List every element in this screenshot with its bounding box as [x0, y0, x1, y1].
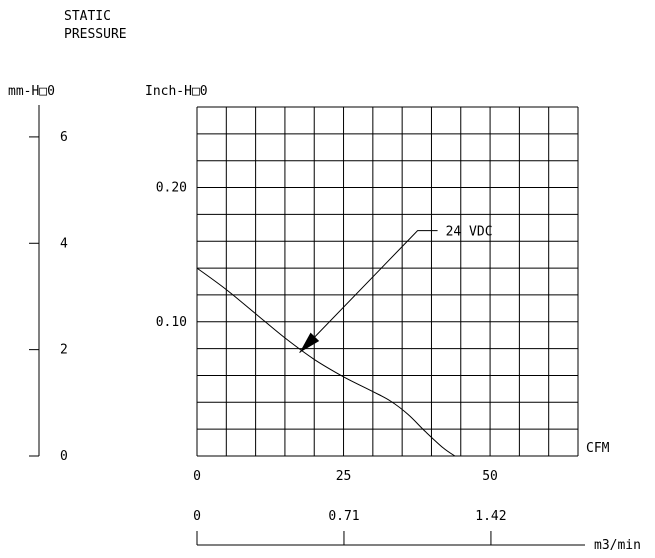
x-tick-label: 25	[336, 469, 352, 484]
left-axis-tick-label: 6	[60, 130, 68, 145]
chart-title: STATIC PRESSURE	[64, 9, 127, 42]
left-axis-tick-label: 0	[60, 449, 68, 464]
secondary-x-tick-label: 0	[193, 509, 201, 524]
annotation-label: 24 VDC	[446, 225, 493, 240]
plot-grid	[196, 106, 579, 457]
left-axis-tick-label: 2	[60, 343, 68, 358]
series-line-1	[196, 267, 456, 457]
secondary-x-tick-label: 1.42	[475, 509, 506, 524]
series-layer	[196, 267, 456, 457]
left-axis: 0 2 4 6	[29, 105, 68, 464]
left-axis-label: mm-H□0	[8, 84, 55, 99]
annotation-layer: 24 VDC	[299, 225, 493, 353]
y-tick-label: 0.20	[156, 181, 187, 196]
annotation-leader-line	[299, 230, 438, 353]
chart-title-line-2: PRESSURE	[64, 27, 127, 42]
chart-title-line-1: STATIC	[64, 9, 111, 24]
x-axis-label: CFM	[586, 441, 610, 456]
annotation-arrowhead	[299, 332, 320, 353]
secondary-x-tick-label: 0.71	[328, 509, 359, 524]
secondary-x-axis-label: m3/min	[594, 538, 641, 553]
y-axis-label: Inch-H□0	[145, 84, 208, 99]
y-tick-label: 0.10	[156, 315, 187, 330]
left-axis-tick-label: 4	[60, 236, 68, 251]
x-tick-labels: 0 25 50	[193, 469, 498, 484]
y-tick-labels: 0.10 0.20	[156, 181, 187, 330]
secondary-x-axis: 0 0.71 1.42	[193, 509, 585, 546]
x-tick-label: 50	[482, 469, 498, 484]
x-tick-label: 0	[193, 469, 201, 484]
